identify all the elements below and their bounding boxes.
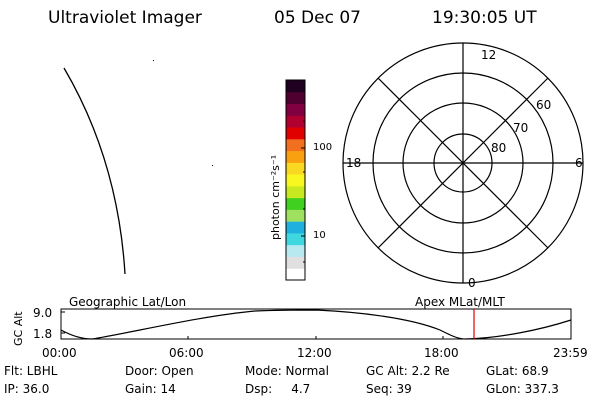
color-bar-band [286,127,305,140]
time-tick-0000: 00:00 [42,346,77,360]
gc-alt-tick-high: 9.0 [33,306,53,320]
status-seq: Seq: 39 [366,382,412,396]
earth-limb-arc [63,67,126,275]
status-door: Door: Open [125,364,194,378]
color-bar-band [286,162,305,175]
color-bar-band [286,91,305,105]
mlt-label-18: 18 [346,156,362,170]
color-bar-band [286,232,305,246]
status-mode: Mode: Normal [245,364,329,378]
status-dsp: Dsp: 4.7 [245,382,311,396]
color-bar-tick-100: 100 [313,142,333,153]
color-bar-unit-label: photon cm⁻²s⁻¹ [269,155,282,240]
status-glat: GLat: 68.9 [486,364,549,378]
time-tick-1200: 12:00 [297,346,332,360]
altitude-curve [60,309,572,340]
color-bar-band [286,209,305,222]
color-bar-band [286,174,305,187]
time-tick-1800: 18:00 [424,346,459,360]
color-bar-band [286,244,305,257]
mlat-label-80: 80 [491,141,507,155]
color-bar-band [286,197,305,210]
status-filter: Flt: LBHL [4,364,58,378]
color-bar-band [286,103,305,116]
timeline-frame [60,308,572,340]
image-speck [153,60,154,61]
status-glon: GLon: 337.3 [486,382,559,396]
mlat-label-70: 70 [513,121,529,135]
mlt-label-0: 0 [468,276,476,290]
geographic-lat-lon-label: Geographic Lat/Lon [69,295,187,309]
color-bar-band [286,268,305,281]
mlt-label-12: 12 [481,48,497,62]
color-bar-band [286,256,305,269]
time-tick-2359: 23:59 [553,346,588,360]
color-bar-band [286,138,305,152]
image-speck [212,165,213,166]
color-bar-tick-10: 10 [313,230,326,241]
date-label: 05 Dec 07 [274,8,361,28]
gc-alt-tick-low: 1.8 [33,327,53,341]
time-label: 19:30:05 UT [432,8,537,28]
color-bar-frame [285,79,306,281]
time-tick-0600: 06:00 [169,346,204,360]
polar-diagonal [377,77,549,249]
mlat-label-60: 60 [536,98,552,112]
mlt-label-6: 6 [575,156,583,170]
status-gain: Gain: 14 [125,382,176,396]
gc-alt-axis-label: GC Alt [12,311,25,346]
instrument-title: Ultraviolet Imager [48,8,202,28]
color-bar-band [286,115,305,128]
color-bar-scale [286,80,305,281]
apex-mlat-mlt-label: Apex MLat/MLT [415,295,505,309]
status-ip: IP: 36.0 [4,382,50,396]
status-gc-alt: GC Alt: 2.2 Re [366,364,450,378]
color-bar-band [286,221,305,234]
color-bar-band [286,185,305,199]
color-bar-band [286,80,305,93]
color-bar-band [286,150,305,163]
